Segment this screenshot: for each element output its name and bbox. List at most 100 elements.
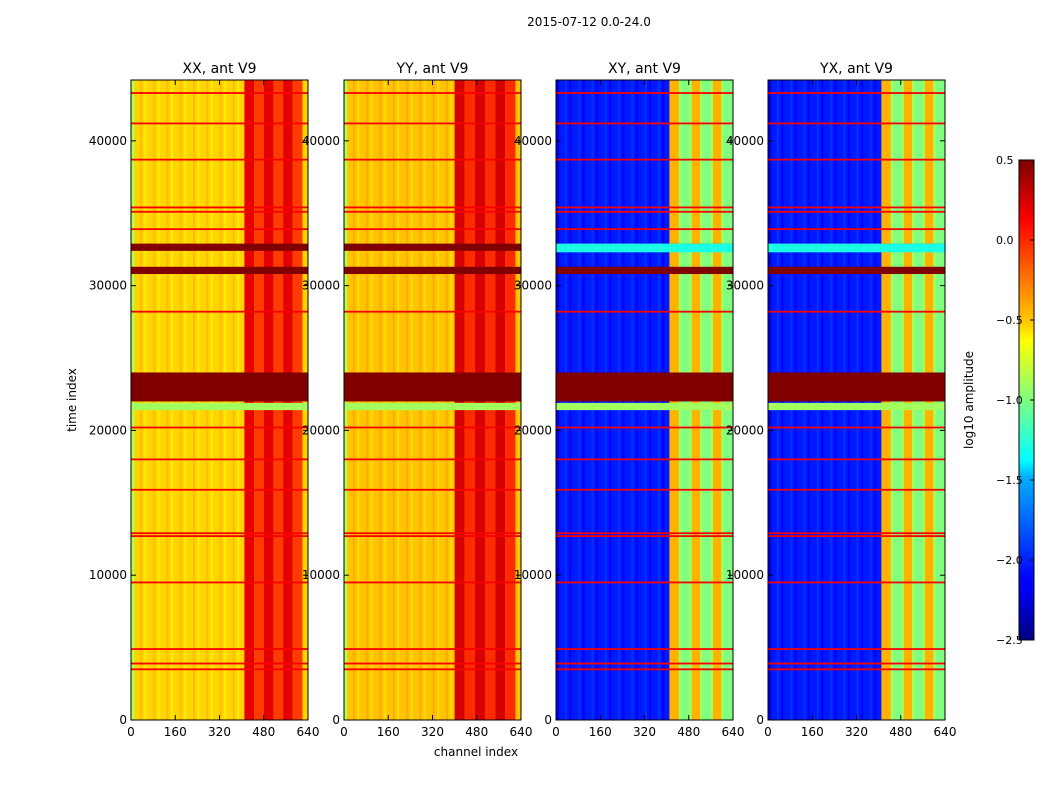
saturated-band (131, 266, 308, 275)
flagged-row (768, 426, 945, 429)
flagged-row (768, 532, 945, 535)
y-tick-label: 40000 (726, 134, 764, 148)
panel-title: XY, ant V9 (608, 61, 681, 77)
x-tick-label: 0 (552, 725, 560, 739)
y-tick-label: 30000 (726, 279, 764, 293)
flagged-row (131, 581, 308, 584)
flagged-row (131, 426, 308, 429)
saturated-band (344, 372, 521, 402)
x-tick-label: 480 (889, 725, 912, 739)
flagged-row (556, 206, 733, 209)
y-tick-label: 40000 (514, 134, 552, 148)
y-tick-label: 0 (332, 713, 340, 727)
saturated-band (768, 266, 945, 275)
flagged-row (556, 662, 733, 665)
flagged-row (768, 648, 945, 650)
panel-0: XX, ant V9 0 160 320 480 640 0 10000 20000 30000 4… (89, 61, 320, 739)
flagged-row (131, 458, 308, 461)
flagged-row (131, 532, 308, 535)
saturated-band (344, 266, 521, 275)
flagged-row (344, 581, 521, 584)
saturated-band (768, 372, 945, 402)
flagged-row (131, 158, 308, 161)
flagged-row (556, 92, 733, 94)
colorbar-tick-label: 0.0 (996, 234, 1014, 247)
panel-1: YY, ant V9 0 160 320 480 640 0 10000 20000 30000 4… (302, 61, 533, 739)
flagged-row (131, 310, 308, 313)
colorbar-tick-label: −1.0 (996, 394, 1023, 407)
heatmap-image (768, 80, 945, 720)
flagged-row (556, 210, 733, 213)
flagged-row (556, 648, 733, 650)
colorbar-tick-label: −0.5 (996, 314, 1023, 327)
y-tick-label: 10000 (726, 568, 764, 582)
heatmap-image (131, 80, 308, 720)
saturated-band (344, 243, 521, 251)
x-tick-label: 0 (127, 725, 135, 739)
x-tick-label: 640 (722, 725, 745, 739)
y-tick-label: 30000 (89, 279, 127, 293)
x-tick-label: 480 (465, 725, 488, 739)
colorbar-tick-label: 0.5 (996, 154, 1014, 167)
flagged-row (768, 206, 945, 209)
flagged-row (768, 158, 945, 161)
flagged-row (344, 228, 521, 231)
flagged-row (131, 228, 308, 231)
colorbar-tick-label: −2.5 (996, 634, 1023, 647)
y-tick-label: 10000 (514, 568, 552, 582)
x-tick-label: 160 (589, 725, 612, 739)
colorbar-tick-label: −2.0 (996, 554, 1023, 567)
flagged-row (556, 532, 733, 535)
flagged-row (768, 92, 945, 94)
saturated-band (131, 243, 308, 251)
x-tick-label: 480 (252, 725, 275, 739)
flagged-row (344, 458, 521, 461)
flagged-row (344, 310, 521, 313)
panel-title: XX, ant V9 (183, 61, 257, 77)
y-tick-label: 0 (544, 713, 552, 727)
x-tick-label: 160 (164, 725, 187, 739)
flagged-row (556, 668, 733, 671)
flagged-row (556, 581, 733, 584)
heatmap-image (344, 80, 521, 720)
panel-title: YX, ant V9 (819, 61, 893, 77)
y-tick-label: 0 (756, 713, 764, 727)
x-tick-label: 640 (934, 725, 957, 739)
flagged-row (344, 648, 521, 650)
transition-band (768, 402, 945, 411)
y-tick-label: 20000 (514, 423, 552, 437)
x-tick-label: 320 (421, 725, 444, 739)
x-tick-label: 320 (208, 725, 231, 739)
y-tick-label: 30000 (514, 279, 552, 293)
flagged-row (556, 488, 733, 491)
flagged-row (131, 92, 308, 94)
flagged-row (556, 228, 733, 231)
flagged-row (344, 210, 521, 213)
flagged-row (131, 206, 308, 209)
y-tick-label: 0 (119, 713, 127, 727)
y-tick-label: 20000 (726, 423, 764, 437)
flagged-row (344, 662, 521, 665)
y-tick-label: 40000 (302, 134, 340, 148)
x-tick-label: 0 (764, 725, 772, 739)
flagged-row (768, 581, 945, 584)
flagged-row (344, 158, 521, 161)
flagged-row (131, 535, 308, 538)
x-tick-label: 320 (845, 725, 868, 739)
x-tick-label: 0 (340, 725, 348, 739)
transition-band (556, 402, 733, 411)
y-tick-label: 20000 (302, 423, 340, 437)
flagged-row (344, 535, 521, 538)
x-tick-label: 160 (377, 725, 400, 739)
x-axis-label: channel index (434, 745, 518, 759)
panel-title: YY, ant V9 (396, 61, 469, 77)
flagged-row (768, 228, 945, 231)
flagged-row (556, 310, 733, 313)
colorbar-tick-label: −1.5 (996, 474, 1023, 487)
flagged-row (131, 210, 308, 213)
x-tick-label: 160 (801, 725, 824, 739)
y-tick-label: 20000 (89, 423, 127, 437)
transition-band (131, 402, 308, 411)
flagged-row (344, 206, 521, 209)
